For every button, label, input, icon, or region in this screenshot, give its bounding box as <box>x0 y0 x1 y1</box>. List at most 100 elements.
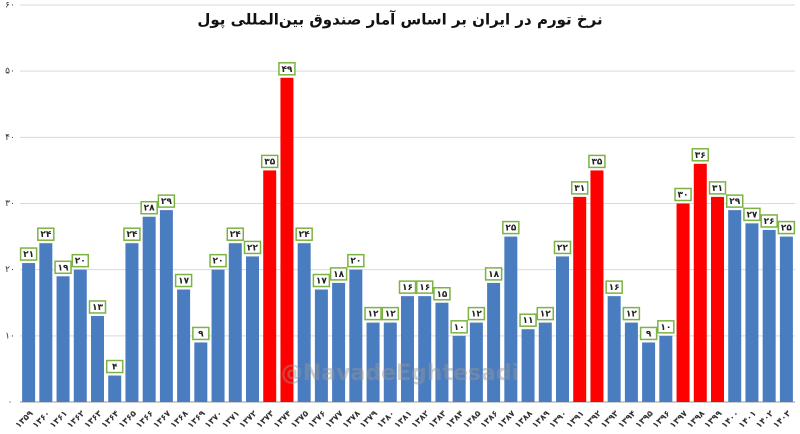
x-tick-label: ۱۳۶۷ <box>152 408 174 430</box>
y-tick-label: ۰ <box>8 398 13 408</box>
value-label-box <box>347 253 365 268</box>
value-label: ۱۸ <box>333 270 344 280</box>
value-label: ۱۲ <box>368 310 379 320</box>
x-tick-label: ۱۳۶۳ <box>83 408 105 430</box>
value-label-box <box>639 326 658 341</box>
bar <box>159 210 173 402</box>
value-label: ۲۰ <box>75 257 86 267</box>
value-label: ۴ <box>112 363 118 373</box>
bar <box>573 196 587 402</box>
bar <box>676 203 690 402</box>
value-label-box <box>312 273 331 288</box>
x-tick-label: ۱۳۷۴ <box>272 409 294 431</box>
value-label: ۲۴ <box>126 230 137 240</box>
x-tick-label: ۱۳۸۸ <box>513 408 535 430</box>
bar <box>607 296 621 402</box>
value-label-box <box>260 154 279 169</box>
value-label-box <box>329 267 348 281</box>
x-tick-label: ۱۳۸۵ <box>462 409 484 431</box>
x-tick-label: ۱۳۶۲ <box>65 408 87 430</box>
value-label: ۹ <box>198 329 204 339</box>
value-label-box <box>71 253 90 268</box>
value-label: ۲۱ <box>23 250 34 260</box>
value-label: ۴۹ <box>281 65 292 75</box>
bar <box>297 243 311 402</box>
value-label-box <box>708 181 727 195</box>
value-label: ۲۸ <box>144 204 155 214</box>
value-label: ۲۵ <box>505 224 516 234</box>
bar <box>590 170 604 402</box>
bar <box>332 282 346 402</box>
x-tick-label: ۱۳۷۲ <box>238 408 260 430</box>
bar <box>556 256 569 402</box>
bar <box>314 289 328 402</box>
value-label-box <box>105 359 124 374</box>
bar <box>177 289 191 402</box>
x-tick-label: ۱۳۹۱ <box>565 409 587 431</box>
x-tick-label: ۱۳۹۲ <box>582 408 604 430</box>
bar <box>91 315 104 402</box>
bar <box>435 302 449 402</box>
value-label: ۱۰ <box>454 323 465 333</box>
bar <box>108 375 122 402</box>
value-label-box <box>502 220 520 235</box>
x-tick-label: ۱۴۰۰ <box>720 409 742 431</box>
bar <box>280 77 294 403</box>
x-tick-label: ۱۳۶۰ <box>31 409 53 431</box>
x-tick-label: ۱۴۰۱ <box>737 409 759 431</box>
bar <box>194 342 208 402</box>
y-tick-label: ۳۰ <box>5 199 15 209</box>
x-tick-label: ۱۳۹۷ <box>668 408 690 430</box>
bar <box>624 322 638 402</box>
value-label: ۳۰ <box>678 191 689 201</box>
value-label: ۱۵ <box>436 290 447 300</box>
value-label-box <box>123 227 141 241</box>
value-label-box <box>88 300 107 314</box>
y-tick-label: ۲۰ <box>5 265 15 275</box>
bar <box>211 269 225 402</box>
value-label-box <box>433 287 451 301</box>
bar <box>745 223 759 402</box>
value-label: ۱۲ <box>540 310 551 320</box>
bar <box>642 342 656 402</box>
value-label: ۱۳ <box>92 303 103 313</box>
value-label: ۱۷ <box>178 277 189 287</box>
bar <box>401 296 414 402</box>
value-label: ۲۵ <box>781 224 792 234</box>
value-label: ۳۵ <box>264 157 275 167</box>
x-tick-label: ۱۳۸۳ <box>427 408 449 430</box>
value-label-box <box>536 306 555 321</box>
bar <box>728 210 742 402</box>
bar <box>418 296 432 402</box>
bar <box>538 322 552 402</box>
bar <box>366 322 380 402</box>
value-label: ۳۶ <box>695 151 706 161</box>
x-tick-label: ۱۳۹۸ <box>685 408 707 430</box>
x-tick-label: ۱۳۹۳ <box>599 408 621 430</box>
chart-title: نرخ تورم در ایران بر اساس آمار صندوق بین… <box>197 11 602 30</box>
value-label: ۳۱ <box>712 184 723 194</box>
value-label: ۲۷ <box>746 210 757 220</box>
y-tick-label: ۱۰ <box>5 331 15 341</box>
bar <box>521 329 535 402</box>
x-tick-label: ۱۳۷۶ <box>307 409 329 431</box>
bar <box>263 170 277 402</box>
value-label: ۱۲ <box>385 310 396 320</box>
bar <box>762 229 776 402</box>
value-label: ۲۴ <box>40 230 51 240</box>
x-tick-label: ۱۳۶۸ <box>169 408 191 430</box>
x-tick-label: ۱۳۶۴ <box>100 409 122 431</box>
y-tick-label: ۵۰ <box>5 67 15 77</box>
x-tick-label: ۱۳۹۴ <box>617 409 639 431</box>
value-label-box <box>243 240 262 255</box>
bar <box>228 243 242 402</box>
x-tick-label: ۱۳۸۰ <box>375 409 397 431</box>
value-label-box <box>553 240 572 255</box>
bar <box>659 335 673 402</box>
x-tick-label: ۱۳۹۵ <box>634 409 656 431</box>
value-label-box <box>484 267 503 281</box>
value-label-box <box>295 227 313 241</box>
bar <box>693 163 707 402</box>
bar <box>452 335 466 402</box>
